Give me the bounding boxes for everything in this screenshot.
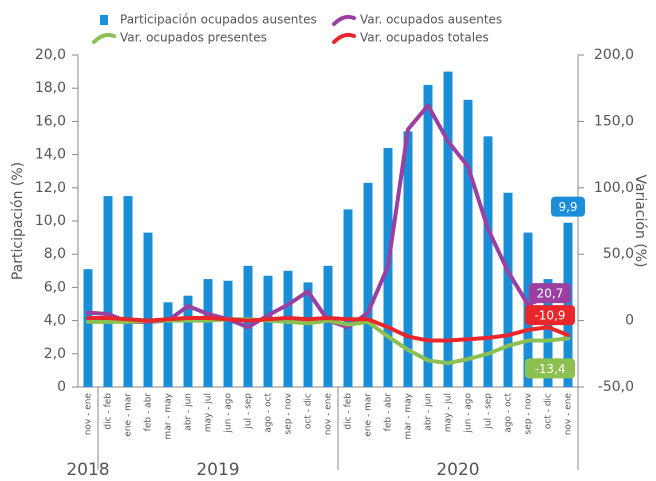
data-label-box [529,283,571,304]
x-tick-label: ene - mar [124,393,134,437]
bar [283,270,293,387]
data-label-box [551,196,585,217]
bar [263,275,273,387]
legend-swatch [92,32,116,44]
x-tick-label: dic - feb [104,393,114,430]
x-tick-label: abr - jun [424,393,434,431]
data-label-box [525,305,575,326]
bar [443,71,453,387]
y-tick-label: 2,0 [44,346,66,362]
legend-label: Var. ocupados presentes [120,31,267,45]
x-tick-label: sep - nov [524,392,534,434]
data-label: 20,7 [537,287,564,301]
y-tick-label: 8,0 [44,246,66,262]
x-tick-label: oct - dic [304,393,314,429]
bar [303,282,313,387]
x-tick-label: jul - sep [484,393,494,430]
y2-tick-label: -50,0 [598,379,634,395]
x-tick-label: feb - abr [144,393,154,432]
y-axis-title: Participación (%) [10,162,26,280]
y-tick-label: 20,0 [35,47,66,63]
x-tick-label: jun - ago [224,393,234,434]
x-tick-label: may - jul [444,393,454,432]
y2-tick-label: 0 [625,313,634,329]
bar [463,99,473,387]
bar [503,192,513,387]
x-tick-label: mar - may [164,392,174,439]
legend-label: Participación ocupados ausentes [120,13,317,27]
data-label: 9,9 [558,200,577,214]
bar [123,196,133,387]
x-tick-label: sep - nov [284,392,294,434]
x-tick-label: mar - may [404,392,414,439]
group-label: 2019 [196,460,239,480]
bar [323,265,333,387]
x-tick-label: dic - feb [344,393,354,430]
x-tick-label: nov - ene [564,393,574,436]
y-tick-label: 12,0 [35,180,66,196]
bar [563,222,573,387]
x-tick-label: abr - jun [184,393,194,431]
legend-label: Var. ocupados ausentes [360,13,502,27]
bar [183,295,193,387]
legend-swatch [100,15,108,25]
bar [223,280,233,387]
y2-tick-label: 100,0 [594,180,634,196]
bar [343,209,353,387]
bar [423,84,433,387]
bar [163,302,173,387]
bar [403,131,413,387]
x-tick-label: jul - sep [244,393,254,430]
legend-swatch [332,32,356,44]
data-label: -10,9 [534,309,565,323]
bar [103,196,113,387]
group-label: 2018 [66,460,109,480]
y-tick-label: 18,0 [35,80,66,96]
x-tick-label: jun - ago [464,393,474,434]
legend-swatch [332,14,356,26]
bar [363,182,373,387]
data-label-box [525,358,575,379]
y2-tick-label: 150,0 [594,113,634,129]
x-tick-label: may - jul [204,393,214,432]
x-tick-label: feb - abr [384,393,394,432]
x-tick-label: oct - dic [544,393,554,429]
y-tick-label: 10,0 [35,213,66,229]
bar [203,279,213,387]
group-label: 2020 [436,460,479,480]
y-tick-label: 0 [57,379,66,395]
bar [83,269,93,387]
y-tick-label: 4,0 [44,313,66,329]
bar [483,136,493,387]
bar [143,232,153,387]
y-tick-label: 14,0 [35,147,66,163]
y-tick-label: 6,0 [44,279,66,295]
y2-tick-label: 50,0 [603,246,634,262]
legend-label: Var. ocupados totales [360,31,489,45]
line [86,315,570,343]
x-tick-label: nov - ene [84,393,94,436]
x-tick-label: ago - oct [264,393,274,433]
x-tick-label: nov - ene [324,393,334,436]
data-label: -13,4 [534,362,565,376]
y2-axis-title: Variación (%) [632,175,648,268]
y-tick-label: 16,0 [35,113,66,129]
y2-tick-label: 200,0 [594,47,634,63]
x-tick-label: ago - oct [504,393,514,433]
bar [543,279,553,387]
x-tick-label: ene - mar [364,393,374,437]
